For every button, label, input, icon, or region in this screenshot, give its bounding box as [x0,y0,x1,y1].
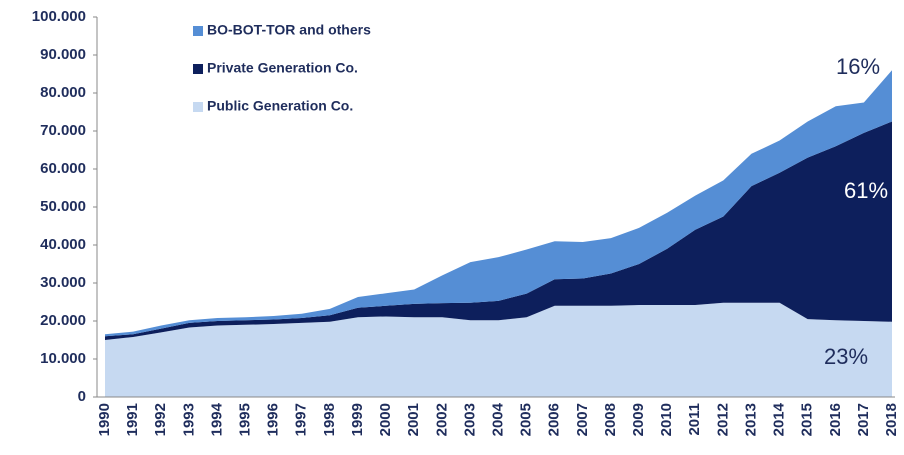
x-tick-label: 2008 [602,403,619,436]
x-tick-label: 1991 [124,403,141,436]
y-tick-label: 20.000 [40,312,86,329]
x-tick-label: 2001 [405,403,422,436]
x-tick-label: 2010 [658,403,675,436]
x-tick-label: 2011 [686,403,703,436]
x-tick-label: 2012 [714,403,731,436]
y-tick-label: 40.000 [40,236,86,253]
y-tick-label: 30.000 [40,274,86,291]
x-tick-label: 2004 [489,402,506,436]
y-tick-label: 80.000 [40,84,86,101]
legend-swatch [193,64,203,74]
area [105,121,892,340]
x-tick-label: 2009 [630,403,647,436]
annotation: 16% [836,54,880,79]
x-tick-label: 2015 [799,403,816,436]
y-tick-label: 100.000 [32,8,86,25]
annotation: 23% [824,344,868,369]
x-tick-label: 2018 [883,403,900,436]
y-tick-label: 50.000 [40,198,86,215]
y-tick-label: 70.000 [40,122,86,139]
legend-label: Private Generation Co. [207,60,358,76]
y-tick-label: 0 [78,388,86,405]
x-tick-label: 1992 [152,403,169,436]
x-tick-label: 2007 [574,403,591,436]
x-tick-label: 1998 [321,403,338,436]
x-tick-label: 2000 [377,403,394,436]
x-tick-label: 2014 [771,402,788,436]
y-tick-label: 60.000 [40,160,86,177]
x-tick-label: 1996 [265,403,282,436]
x-tick-label: 2013 [742,403,759,436]
legend-label: BO-BOT-TOR and others [207,22,371,38]
x-tick-label: 1995 [237,403,254,436]
y-tick-label: 10.000 [40,350,86,367]
area [105,70,892,337]
x-tick-label: 1990 [96,403,113,436]
x-tick-label: 2005 [518,403,535,436]
x-tick-label: 1994 [208,402,225,436]
x-tick-label: 2003 [461,403,478,436]
x-tick-label: 2016 [827,403,844,436]
x-tick-label: 2002 [433,403,450,436]
x-tick-label: 1999 [349,403,366,436]
x-tick-label: 2017 [855,403,872,436]
x-tick-label: 1993 [180,403,197,436]
area [105,302,892,397]
annotation: 61% [844,178,888,203]
legend-swatch [193,102,203,112]
x-tick-label: 2006 [546,403,563,436]
y-tick-label: 90.000 [40,46,86,63]
x-tick-label: 1997 [293,403,310,436]
legend-label: Public Generation Co. [207,98,353,114]
legend-swatch [193,26,203,36]
